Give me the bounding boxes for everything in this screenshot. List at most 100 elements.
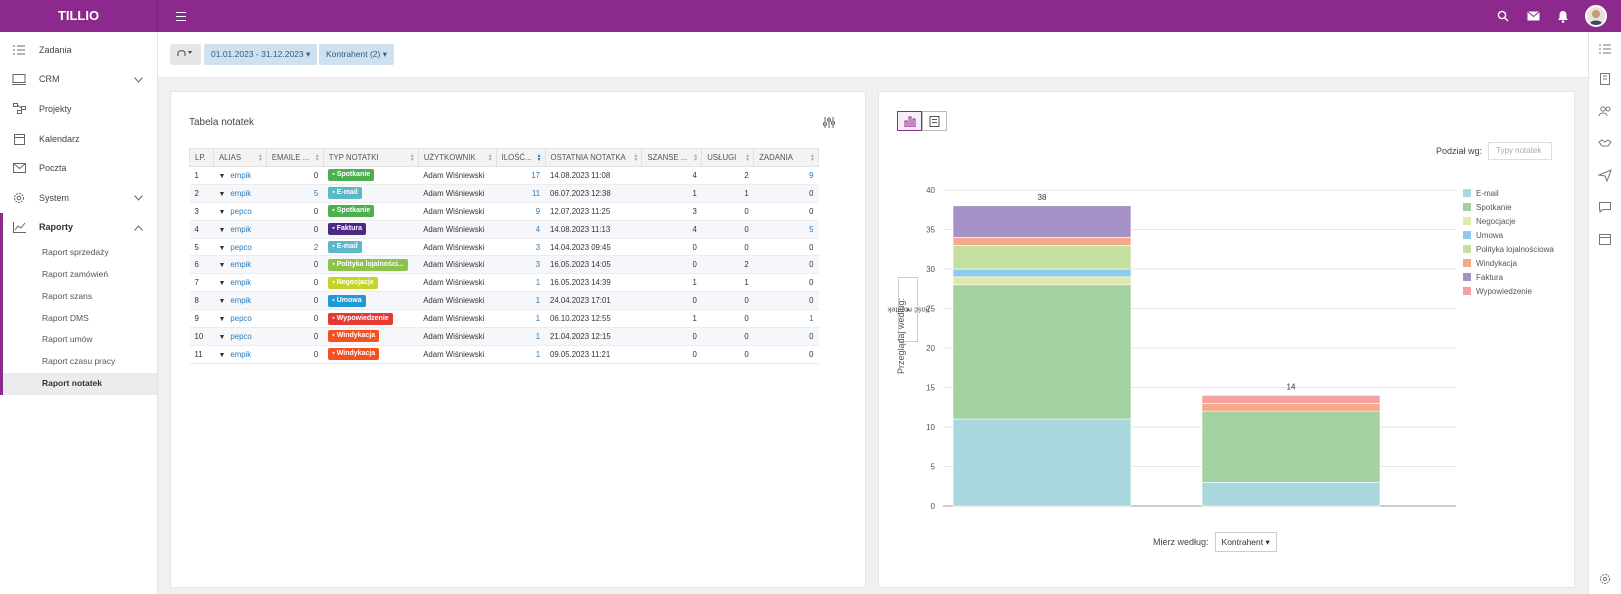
measure-by-select[interactable]: Kontrahent ▾: [1214, 532, 1277, 552]
sidebar-item-crm[interactable]: CRM: [0, 65, 157, 95]
cell-alias[interactable]: ▼ pepco: [213, 309, 267, 329]
sidebar-item-zadania[interactable]: Zadania: [0, 35, 157, 65]
table-row[interactable]: 4 ▼ empik 0 ▪ Faktura Adam Wiśniewski 4 14.08.2…: [189, 220, 819, 239]
alias-link[interactable]: pepco: [230, 331, 252, 341]
cell-count[interactable]: 1: [496, 291, 546, 311]
column-header[interactable]: ALIAS ▴ ▾: [212, 148, 267, 167]
table-row[interactable]: 8 ▼ empik 0 ▪ Umowa Adam Wiśniewski 1 24.04.202…: [189, 291, 819, 311]
settings-icon[interactable]: [1598, 572, 1612, 586]
expand-caret-icon[interactable]: ▼: [218, 244, 226, 252]
alias-link[interactable]: empik: [230, 260, 252, 270]
brand-logo[interactable]: TILLIO: [0, 0, 158, 32]
table-row[interactable]: 11 ▼ empik 0 ▪ Windykacja Adam Wiśniewski 1 09.…: [189, 345, 819, 364]
y-axis-measure-button[interactable]: Ilość notatek ▾: [887, 277, 929, 342]
cell-alias[interactable]: ▼ empik: [213, 220, 267, 239]
cell-alias[interactable]: ▼ pepco: [213, 327, 267, 346]
expand-caret-icon[interactable]: ▼: [218, 262, 226, 270]
column-header[interactable]: LP.: [189, 148, 214, 167]
subnav-raport-notatek[interactable]: Raport notatek: [3, 372, 157, 395]
table-row[interactable]: 1 ▼ empik 0 ▪ Spotkanie Adam Wiśniewski 17 14.0…: [189, 166, 819, 185]
column-header[interactable]: TYP NOTATKI ▴ ▾: [322, 148, 419, 167]
expand-caret-icon[interactable]: ▼: [218, 351, 226, 359]
cell-count[interactable]: 4: [496, 220, 546, 239]
subnav-raport-umow[interactable]: Raport umów: [42, 334, 93, 345]
table-settings-icon[interactable]: [823, 117, 835, 130]
split-by-input[interactable]: Typy notatek: [1488, 142, 1552, 160]
cell-count[interactable]: 9: [496, 202, 546, 221]
sidebar-item-system[interactable]: System: [0, 183, 157, 213]
bar-chart-view-button[interactable]: [897, 111, 922, 131]
sidebar-item-projekty[interactable]: Projekty: [0, 94, 157, 124]
alias-link[interactable]: empik: [230, 188, 252, 198]
chat-icon[interactable]: [1598, 200, 1612, 214]
table-row[interactable]: 3 ▼ pepco 0 ▪ Spotkanie Adam Wiśniewski 9 12.07…: [189, 202, 819, 221]
cell-alias[interactable]: ▼ empik: [213, 255, 267, 275]
column-header[interactable]: ZADANIA ▴ ▾: [753, 148, 819, 167]
sidebar-item-poczta[interactable]: Poczta: [0, 153, 157, 183]
cell-count[interactable]: 1: [496, 345, 546, 364]
table-row[interactable]: 2 ▼ empik 5 ▪ E-mail Adam Wiśniewski 11 06.07.2…: [189, 184, 819, 203]
cell-count[interactable]: 11: [496, 184, 546, 203]
subnav-raport-zamowien[interactable]: Raport zamówień: [42, 268, 109, 279]
tasks-icon[interactable]: [1598, 42, 1612, 56]
cell-count[interactable]: 17: [496, 166, 546, 185]
cell-alias[interactable]: ▼ pepco: [213, 238, 267, 257]
table-row[interactable]: 9 ▼ pepco 0 ▪ Wypowiedzenie Adam Wiśniewski 1 0…: [189, 309, 819, 329]
date-range-filter[interactable]: 01.01.2023 - 31.12.2023 ▾: [204, 44, 318, 65]
menu-toggle-icon[interactable]: [176, 9, 186, 23]
expand-caret-icon[interactable]: ▼: [218, 316, 226, 324]
expand-caret-icon[interactable]: ▼: [218, 280, 226, 288]
alias-link[interactable]: empik: [230, 278, 252, 288]
cell-alias[interactable]: ▼ empik: [213, 184, 267, 203]
subnav-raport-sprzedazy[interactable]: Raport sprzedaży: [42, 247, 109, 258]
column-header[interactable]: OSTATNIA NOTATKA ▴ ▾: [544, 148, 643, 167]
subnav-raport-dms[interactable]: Raport DMS: [42, 312, 89, 323]
alias-link[interactable]: empik: [230, 170, 252, 180]
column-header[interactable]: UŻYTKOWNIK ▴ ▾: [417, 148, 497, 167]
cell-alias[interactable]: ▼ empik: [213, 345, 267, 364]
table-row[interactable]: 7 ▼ empik 0 ▪ Negocjacje Adam Wiśniewski 1 16.0…: [189, 273, 819, 293]
sidebar-item-kalendarz[interactable]: Kalendarz: [0, 124, 157, 154]
cell-count[interactable]: 1: [496, 327, 546, 346]
expand-caret-icon[interactable]: ▼: [218, 298, 226, 306]
subnav-raport-szans[interactable]: Raport szans: [42, 290, 93, 301]
alias-link[interactable]: pepco: [230, 242, 252, 252]
expand-caret-icon[interactable]: ▼: [218, 226, 226, 234]
search-icon[interactable]: [1495, 8, 1511, 24]
alias-link[interactable]: pepco: [230, 206, 252, 216]
subnav-raport-czasu-pracy[interactable]: Raport czasu pracy: [42, 356, 116, 367]
table-row[interactable]: 10 ▼ pepco 0 ▪ Windykacja Adam Wiśniewski 1 21.…: [189, 327, 819, 346]
send-icon[interactable]: [1598, 168, 1612, 182]
expand-caret-icon[interactable]: ▼: [218, 172, 226, 180]
cell-count[interactable]: 1: [496, 273, 546, 293]
cell-alias[interactable]: ▼ empik: [213, 166, 267, 185]
bell-icon[interactable]: [1555, 8, 1571, 24]
column-header[interactable]: ILOŚĆ... ▴ ▾: [495, 148, 546, 167]
mail-icon[interactable]: [1525, 8, 1541, 24]
contractor-filter[interactable]: Kontrahent (2) ▾: [319, 44, 394, 65]
building-icon[interactable]: [1598, 72, 1612, 86]
column-header[interactable]: EMAILE ... ▴ ▾: [265, 148, 324, 167]
table-row[interactable]: 6 ▼ empik 0 ▪ Polityka lojalności... Adam Wiś…: [189, 255, 819, 275]
calendar-icon[interactable]: [1598, 232, 1612, 246]
expand-caret-icon[interactable]: ▼: [218, 208, 226, 216]
table-row[interactable]: 5 ▼ pepco 2 ▪ E-mail Adam Wiśniewski 3 14.04.20…: [189, 238, 819, 257]
filter-preset-button[interactable]: [170, 44, 201, 65]
cell-count[interactable]: 3: [496, 255, 546, 275]
alias-link[interactable]: empik: [230, 296, 252, 306]
cell-count[interactable]: 1: [496, 309, 546, 329]
alias-link[interactable]: empik: [230, 224, 252, 234]
cell-alias[interactable]: ▼ empik: [213, 273, 267, 293]
alias-link[interactable]: empik: [230, 349, 252, 359]
users-icon[interactable]: [1598, 104, 1612, 118]
cell-alias[interactable]: ▼ pepco: [213, 202, 267, 221]
alias-link[interactable]: pepco: [230, 314, 252, 324]
column-header[interactable]: SZANSE ... ▴ ▾: [641, 148, 703, 167]
cell-count[interactable]: 3: [496, 238, 546, 257]
expand-caret-icon[interactable]: ▼: [218, 190, 226, 198]
expand-caret-icon[interactable]: ▼: [218, 333, 226, 341]
handshake-icon[interactable]: [1598, 136, 1612, 150]
user-avatar[interactable]: [1585, 5, 1607, 27]
sidebar-item-raporty[interactable]: Raporty: [0, 212, 157, 243]
table-view-button[interactable]: [922, 111, 947, 131]
